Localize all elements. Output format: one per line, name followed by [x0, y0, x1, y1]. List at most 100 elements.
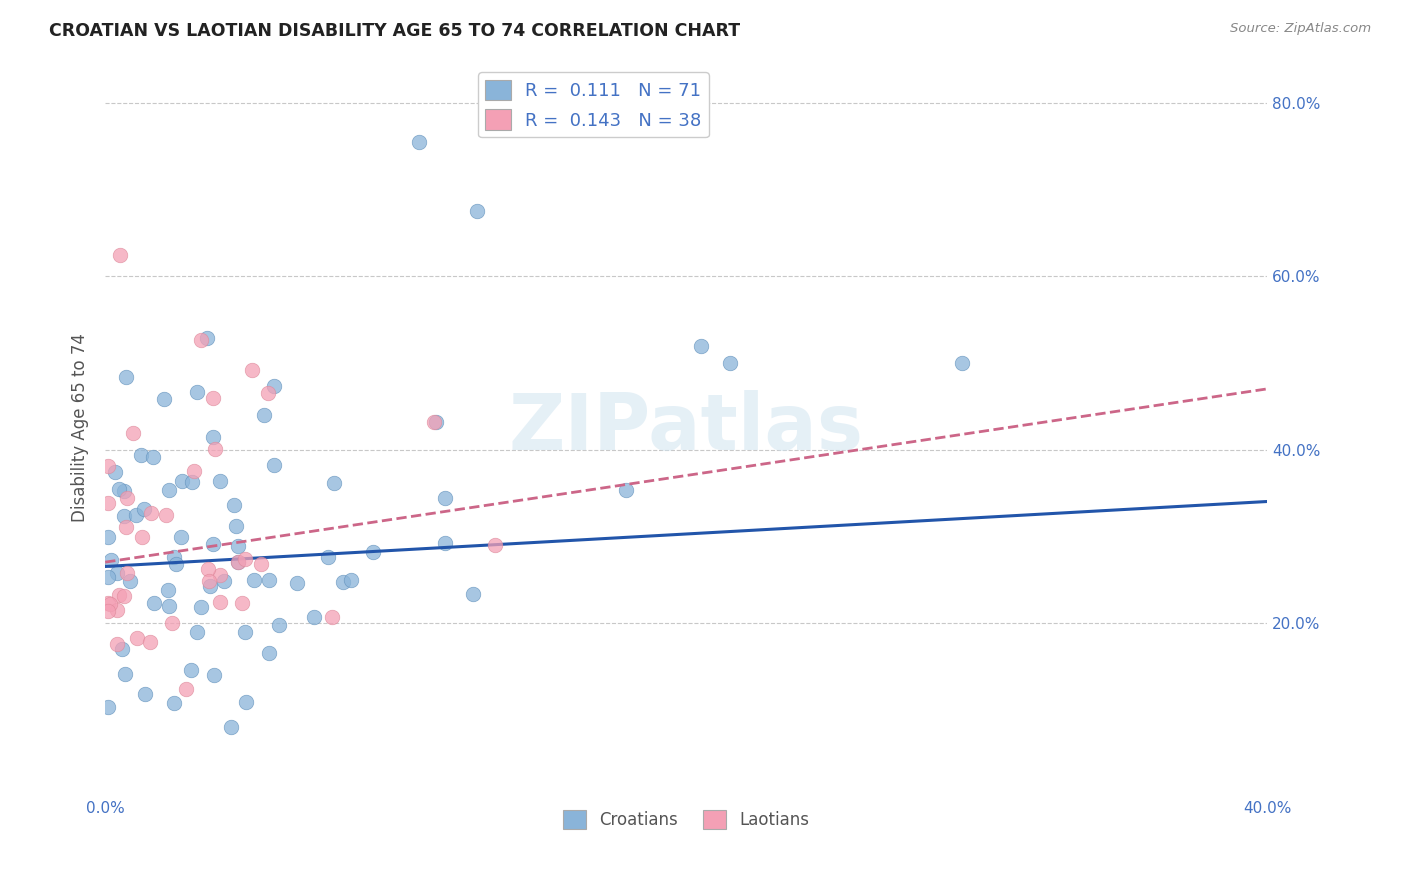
- Point: [423, 415, 446, 429]
- Point: [155, 508, 177, 523]
- Point: [108, 483, 131, 497]
- Point: [257, 646, 280, 660]
- Point: [120, 574, 142, 589]
- Point: [226, 555, 249, 569]
- Point: [124, 508, 146, 523]
- Point: [202, 391, 225, 405]
- Point: [263, 458, 285, 473]
- Point: [117, 491, 139, 505]
- Point: [142, 450, 165, 464]
- Point: [157, 599, 180, 614]
- Point: [233, 625, 256, 640]
- Point: [162, 696, 184, 710]
- Point: [202, 667, 225, 681]
- Point: [97, 496, 120, 510]
- Point: [208, 595, 231, 609]
- Point: [108, 247, 131, 261]
- Point: [250, 557, 273, 571]
- Point: [112, 509, 135, 524]
- Point: [107, 588, 129, 602]
- Point: [243, 573, 266, 587]
- Point: [222, 498, 245, 512]
- Text: ZIPatlas: ZIPatlas: [509, 390, 863, 466]
- Point: [434, 491, 457, 505]
- Y-axis label: Disability Age 65 to 74: Disability Age 65 to 74: [72, 334, 89, 523]
- Point: [425, 415, 447, 429]
- Point: [117, 566, 139, 580]
- Point: [263, 379, 285, 393]
- Point: [198, 579, 221, 593]
- Point: [235, 695, 257, 709]
- Point: [950, 356, 973, 370]
- Point: [104, 465, 127, 479]
- Point: [689, 338, 711, 352]
- Point: [174, 682, 197, 697]
- Point: [97, 530, 120, 544]
- Point: [226, 555, 249, 569]
- Point: [209, 475, 232, 489]
- Point: [138, 635, 160, 649]
- Point: [231, 596, 253, 610]
- Point: [433, 536, 456, 550]
- Point: [141, 506, 163, 520]
- Point: [465, 204, 488, 219]
- Point: [190, 333, 212, 347]
- Point: [197, 562, 219, 576]
- Point: [143, 596, 166, 610]
- Point: [112, 589, 135, 603]
- Point: [463, 586, 485, 600]
- Point: [114, 667, 136, 681]
- Point: [100, 553, 122, 567]
- Point: [157, 483, 180, 497]
- Point: [201, 430, 224, 444]
- Point: [112, 484, 135, 499]
- Point: [105, 603, 128, 617]
- Point: [340, 573, 363, 587]
- Point: [201, 537, 224, 551]
- Point: [209, 568, 232, 582]
- Point: [198, 574, 221, 588]
- Point: [162, 615, 184, 630]
- Point: [170, 530, 193, 544]
- Text: CROATIAN VS LAOTIAN DISABILITY AGE 65 TO 74 CORRELATION CHART: CROATIAN VS LAOTIAN DISABILITY AGE 65 TO…: [49, 22, 741, 40]
- Point: [212, 574, 235, 588]
- Point: [285, 576, 308, 591]
- Point: [97, 570, 120, 584]
- Point: [180, 475, 202, 490]
- Point: [323, 475, 346, 490]
- Point: [190, 600, 212, 615]
- Point: [115, 520, 138, 534]
- Point: [127, 632, 149, 646]
- Point: [131, 530, 153, 544]
- Point: [186, 625, 208, 640]
- Point: [614, 483, 637, 498]
- Point: [97, 699, 120, 714]
- Point: [172, 474, 194, 488]
- Point: [226, 540, 249, 554]
- Point: [111, 642, 134, 657]
- Point: [321, 610, 343, 624]
- Point: [115, 370, 138, 384]
- Point: [132, 501, 155, 516]
- Point: [105, 638, 128, 652]
- Point: [153, 392, 176, 406]
- Point: [186, 385, 208, 400]
- Point: [316, 549, 339, 564]
- Point: [134, 687, 156, 701]
- Point: [257, 573, 280, 587]
- Point: [225, 519, 247, 533]
- Point: [100, 598, 122, 612]
- Point: [197, 331, 219, 345]
- Point: [267, 617, 290, 632]
- Point: [408, 135, 430, 149]
- Point: [180, 663, 202, 677]
- Point: [253, 408, 276, 422]
- Point: [484, 538, 506, 552]
- Text: Source: ZipAtlas.com: Source: ZipAtlas.com: [1230, 22, 1371, 36]
- Point: [97, 458, 120, 473]
- Point: [304, 610, 326, 624]
- Point: [165, 557, 187, 571]
- Point: [129, 448, 152, 462]
- Point: [718, 356, 741, 370]
- Point: [105, 566, 128, 580]
